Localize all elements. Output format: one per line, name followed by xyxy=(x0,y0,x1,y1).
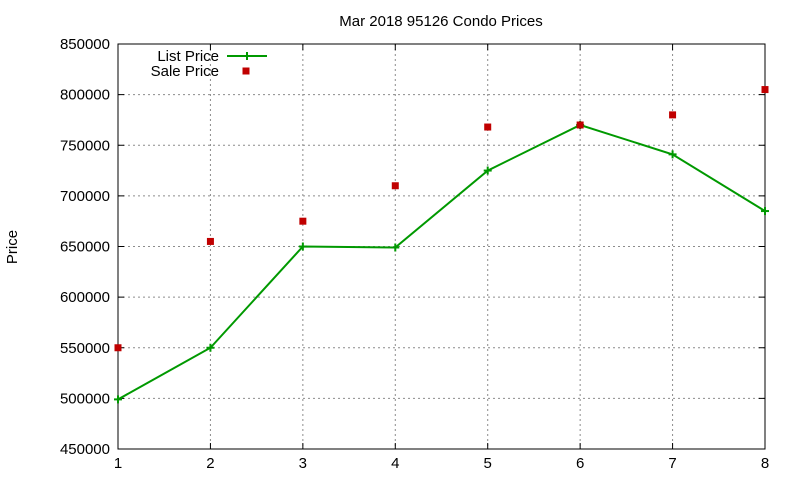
legend-symbol xyxy=(227,52,267,60)
legend-item-2: Sale Price xyxy=(151,63,250,80)
sale-price-point xyxy=(576,121,584,129)
list-price-line xyxy=(117,123,766,401)
x-tick-label: 4 xyxy=(391,455,399,472)
y-axis-ticks: 450000 500000 550000 600000 650000 700000 7500… xyxy=(60,36,765,458)
chart-title: Mar 2018 95126 Condo Prices xyxy=(339,13,542,30)
legend-label: List Price xyxy=(157,48,219,65)
sale-price-point xyxy=(761,86,769,94)
list-price-point xyxy=(391,243,400,252)
sale-price-point xyxy=(391,182,399,190)
y-tick-label: 700000 xyxy=(60,188,110,205)
sale-price-point xyxy=(669,111,677,119)
y-tick-label: 800000 xyxy=(60,87,110,104)
list-price-point xyxy=(483,166,492,175)
x-axis-ticks: 1 2 3 4 5 6 7 8 xyxy=(114,44,769,472)
x-tick-label: 5 xyxy=(484,455,492,472)
legend-item-1: List Price xyxy=(157,48,267,65)
y-tick-label: 550000 xyxy=(60,340,110,357)
sale-price-point xyxy=(114,344,122,352)
x-tick-label: 7 xyxy=(668,455,676,472)
series-2 xyxy=(114,86,769,352)
y-tick-label: 850000 xyxy=(60,36,110,53)
list-price-point xyxy=(206,343,215,352)
list-price-point xyxy=(298,242,307,251)
list-price-point xyxy=(114,395,122,404)
sale-price-point xyxy=(484,123,492,131)
legend-square xyxy=(242,67,250,75)
grid-lines xyxy=(118,44,765,449)
x-tick-label: 2 xyxy=(206,455,214,472)
list-price-point xyxy=(761,207,769,216)
series-area xyxy=(114,86,769,404)
list-price-point xyxy=(668,150,677,159)
x-tick-label: 8 xyxy=(761,455,769,472)
sale-price-point xyxy=(299,217,307,225)
y-tick-label: 500000 xyxy=(60,390,110,407)
legend-label: Sale Price xyxy=(151,63,219,80)
y-tick-label: 600000 xyxy=(60,289,110,306)
sale-price-point xyxy=(206,237,214,245)
y-tick-label: 650000 xyxy=(60,239,110,256)
y-tick-label: 750000 xyxy=(60,137,110,154)
y-tick-label: 450000 xyxy=(60,441,110,458)
y-axis-label: Price xyxy=(4,230,21,264)
x-tick-label: 1 xyxy=(114,455,122,472)
plot-border xyxy=(117,43,766,450)
x-tick-label: 6 xyxy=(576,455,584,472)
x-tick-label: 3 xyxy=(299,455,307,472)
series-1 xyxy=(114,121,769,404)
legend-symbol xyxy=(242,67,250,75)
plot-frame xyxy=(117,43,766,450)
